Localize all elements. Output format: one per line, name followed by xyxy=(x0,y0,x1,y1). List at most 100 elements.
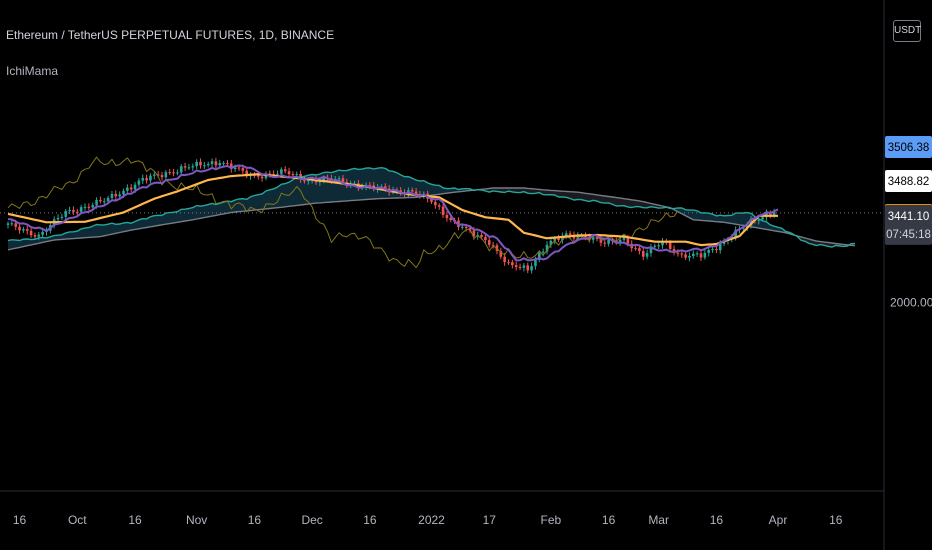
x-tick-label: 16 xyxy=(13,513,27,527)
candle xyxy=(641,248,645,261)
candle xyxy=(410,187,414,194)
candle xyxy=(564,230,568,240)
x-tick-label: Oct xyxy=(68,513,87,527)
candle xyxy=(195,159,198,169)
price-label-price: 3441.10 07:45:18 xyxy=(885,204,932,245)
candle xyxy=(445,211,449,222)
candle xyxy=(203,161,206,169)
bar-countdown: 07:45:18 xyxy=(886,229,931,241)
candle xyxy=(114,190,118,200)
candle xyxy=(176,169,179,176)
candle xyxy=(25,225,29,235)
candle xyxy=(206,161,210,168)
candle xyxy=(657,242,660,250)
candle xyxy=(168,169,171,175)
currency-badge[interactable]: USDT xyxy=(893,20,921,42)
candle xyxy=(684,251,687,260)
candle xyxy=(287,167,291,178)
candle xyxy=(538,250,541,263)
svg-text:3488.82: 3488.82 xyxy=(888,176,930,188)
candle xyxy=(179,164,183,176)
candle xyxy=(514,261,518,271)
price-label-senkou-b: 3488.82 xyxy=(885,170,932,192)
candle xyxy=(72,206,75,215)
candle xyxy=(102,197,106,205)
indicator-name[interactable]: IchiMama xyxy=(6,64,59,78)
x-tick-label: 16 xyxy=(363,513,377,527)
candle xyxy=(37,232,41,241)
candle xyxy=(160,171,164,181)
x-tick-label: 17 xyxy=(483,513,497,527)
candle xyxy=(191,163,195,172)
candle xyxy=(499,247,503,260)
candle xyxy=(526,262,530,274)
candle xyxy=(164,170,168,181)
candle xyxy=(187,163,191,170)
candle xyxy=(518,263,522,271)
candle xyxy=(711,246,714,253)
candle xyxy=(688,252,691,262)
candle xyxy=(10,220,14,227)
candle xyxy=(230,159,233,173)
price-label-tenkan: 3506.38 xyxy=(885,136,932,158)
candle xyxy=(6,221,10,229)
candle xyxy=(83,203,87,211)
candle xyxy=(695,251,699,257)
candle xyxy=(545,241,549,255)
x-tick-label: 16 xyxy=(710,513,724,527)
candle xyxy=(511,259,514,269)
x-tick-label: Dec xyxy=(301,513,322,527)
x-tick-label: Nov xyxy=(186,513,207,527)
candle xyxy=(110,190,114,201)
candle xyxy=(226,159,229,166)
candle xyxy=(145,174,148,184)
candle xyxy=(672,245,676,256)
candle xyxy=(484,233,487,244)
candle xyxy=(210,158,214,168)
candle xyxy=(530,262,533,274)
cloud-segment xyxy=(666,206,790,234)
candle xyxy=(707,246,710,257)
candle xyxy=(68,206,71,214)
x-tick-label: 16 xyxy=(829,513,843,527)
candle xyxy=(149,173,152,183)
x-tick-label: 2022 xyxy=(418,513,445,527)
candle xyxy=(703,249,707,260)
candle xyxy=(153,171,156,180)
tenkan-line xyxy=(7,164,779,262)
candle xyxy=(441,203,445,218)
candle xyxy=(680,250,684,258)
candle xyxy=(507,259,510,265)
candle xyxy=(137,178,141,187)
candle xyxy=(603,239,607,247)
kijun-line xyxy=(7,173,778,247)
candle xyxy=(561,232,564,244)
candle xyxy=(487,236,491,248)
candle xyxy=(118,191,121,199)
candle xyxy=(126,184,129,195)
svg-text:3506.38: 3506.38 xyxy=(888,142,930,154)
candle xyxy=(60,213,64,221)
candle xyxy=(29,227,33,238)
candle xyxy=(76,208,79,216)
candle xyxy=(649,243,653,257)
candle xyxy=(414,187,418,198)
candle xyxy=(645,249,649,260)
candle xyxy=(183,162,187,172)
candle xyxy=(129,184,133,193)
y-tick-label: 2000.00 xyxy=(890,295,932,309)
candle xyxy=(64,209,68,221)
candle xyxy=(638,245,641,255)
time-axis[interactable]: 16 Oct 16 Nov 16 Dec 16 2022 17 Feb 16 Mar 16 Apr 16 xyxy=(13,513,843,527)
candle xyxy=(99,196,102,204)
candle xyxy=(87,203,91,211)
svg-text:3441.10: 3441.10 xyxy=(888,211,930,223)
candle xyxy=(522,262,526,272)
candle xyxy=(245,167,248,179)
candle xyxy=(757,216,761,225)
candle xyxy=(557,234,560,243)
candle xyxy=(172,168,175,177)
cloud-segment xyxy=(8,168,474,250)
x-tick-label: 16 xyxy=(602,513,616,527)
